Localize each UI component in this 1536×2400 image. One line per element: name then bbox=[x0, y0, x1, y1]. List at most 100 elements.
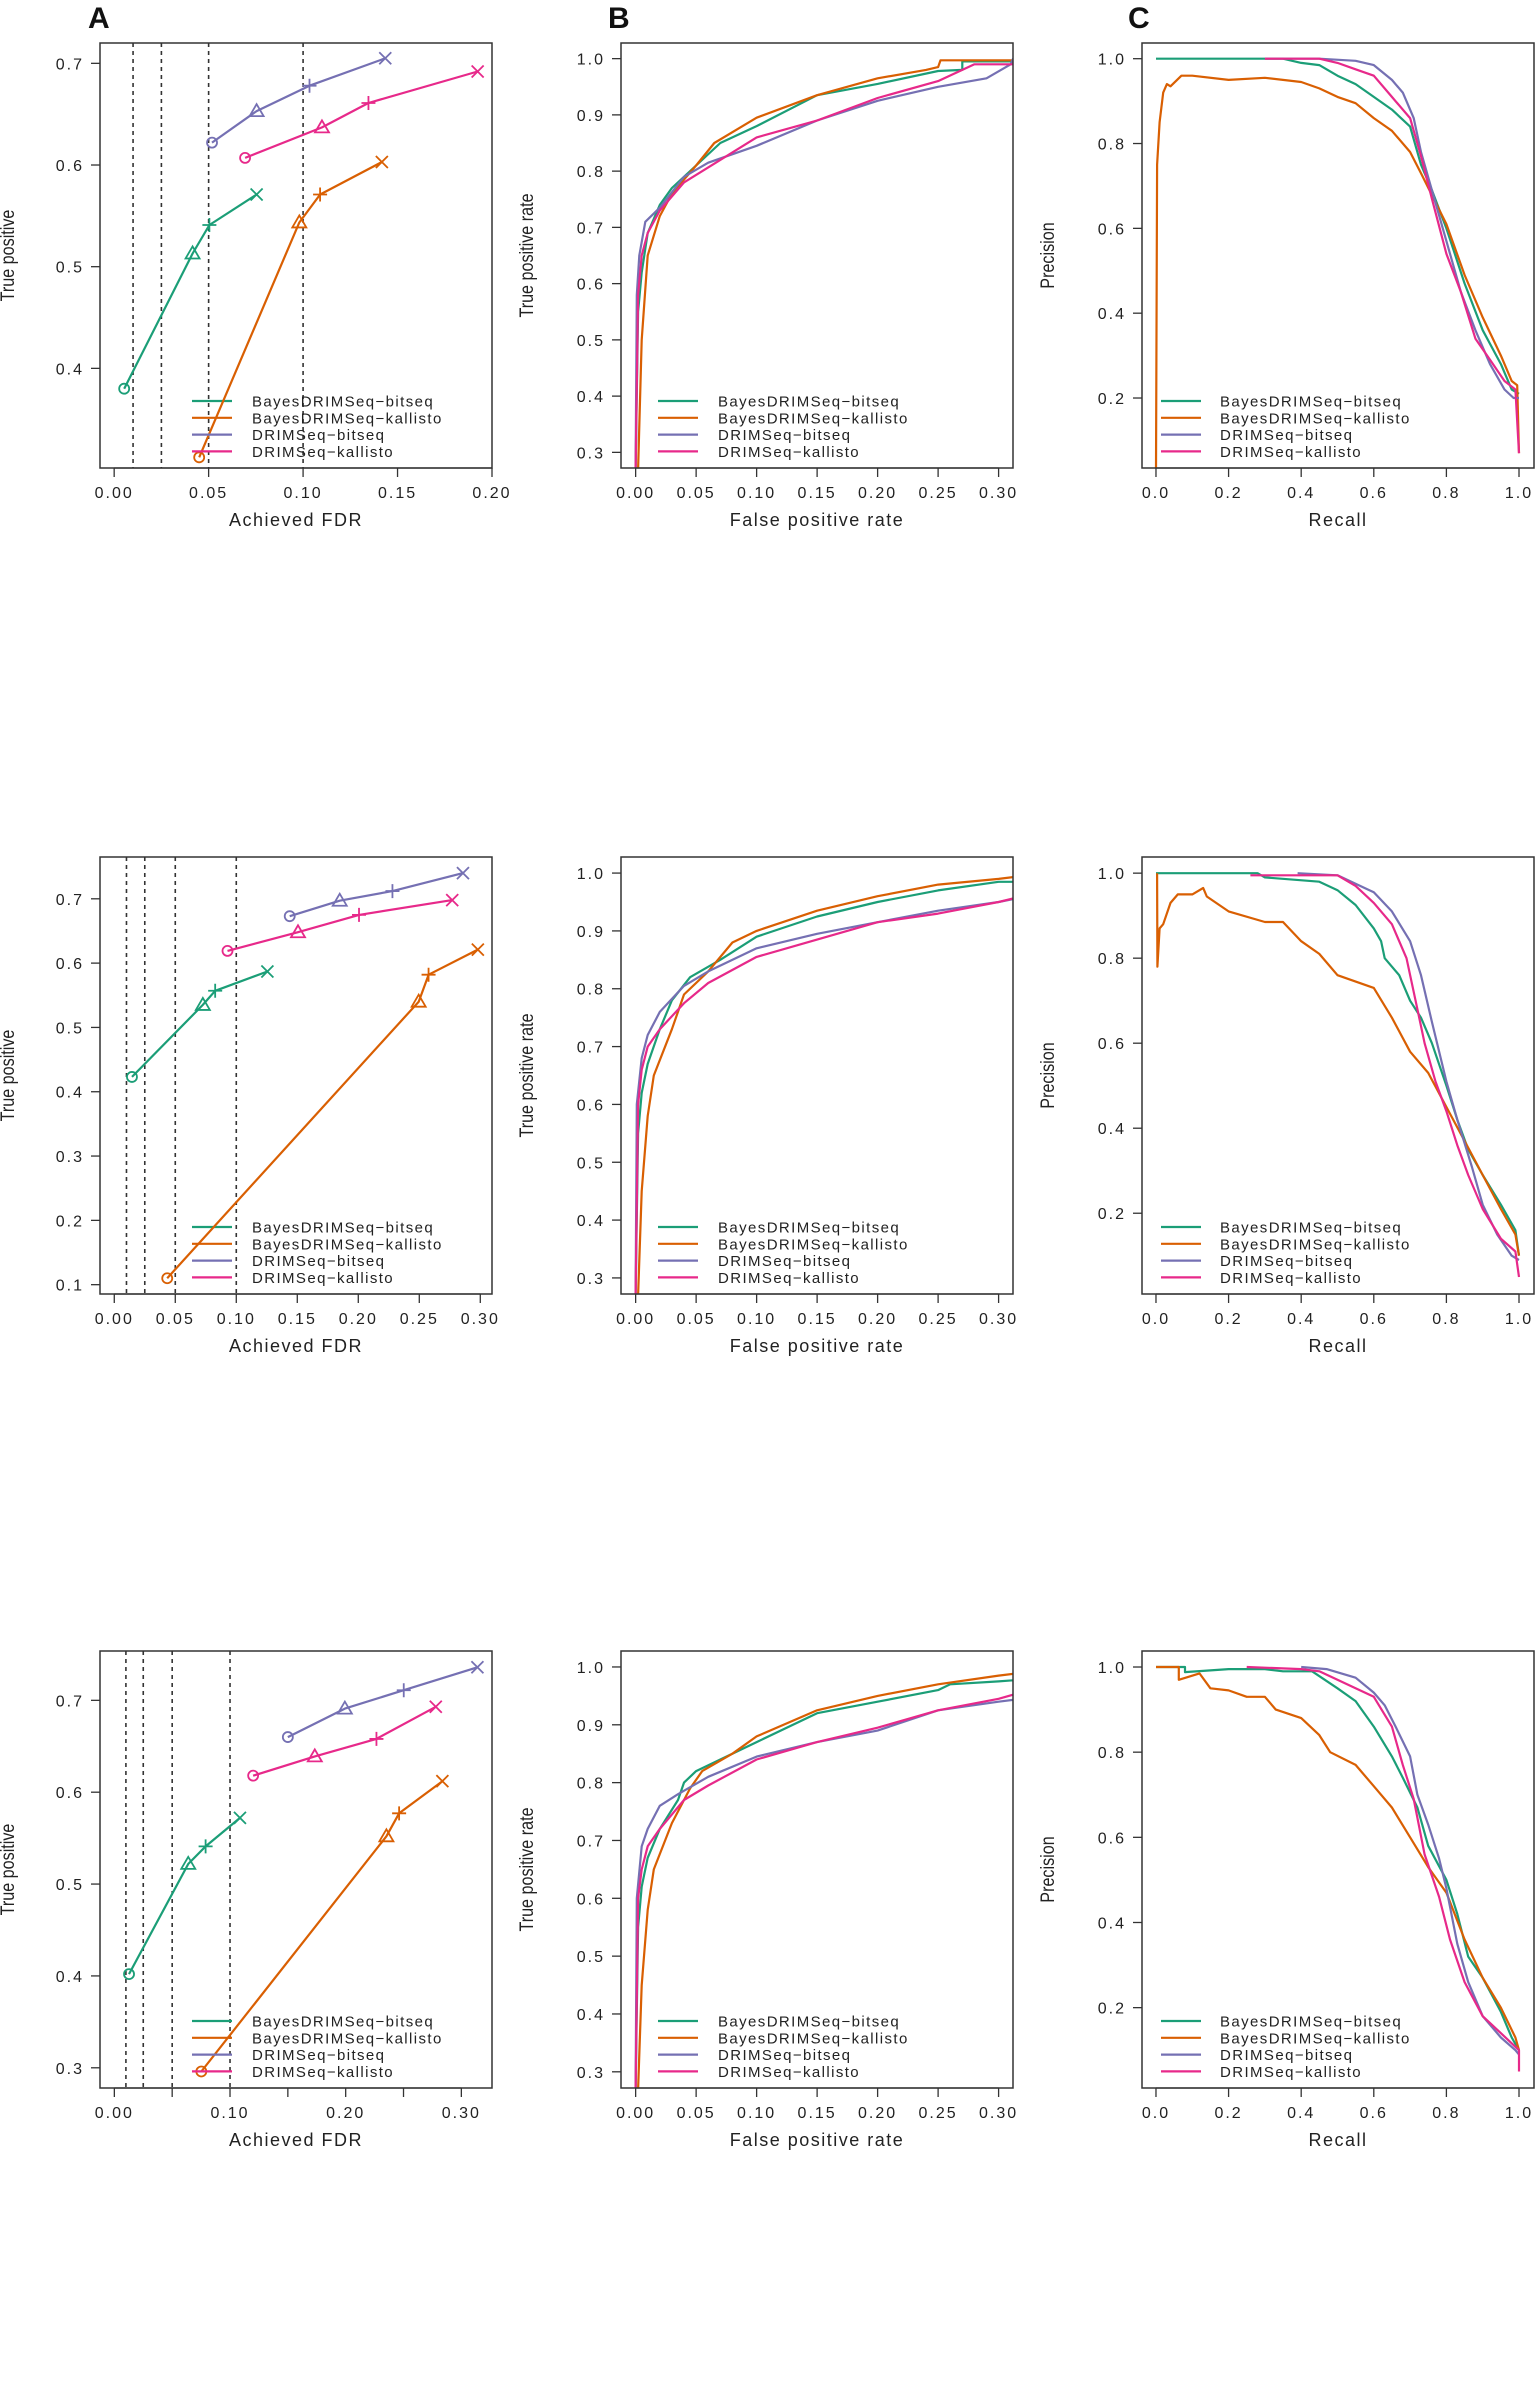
data-point-circle bbox=[126, 1071, 138, 1083]
legend-label: BayesDRIMSeq−kallisto bbox=[718, 410, 909, 427]
data-point-plus bbox=[302, 78, 317, 93]
legend-label: DRIMSeq−bitseq bbox=[718, 427, 851, 444]
data-point-plus bbox=[396, 1683, 411, 1698]
series-line-2 bbox=[634, 58, 1013, 468]
y-tick-label: 0.7 bbox=[56, 1693, 84, 1710]
x-tick-label: 1.0 bbox=[1505, 2105, 1533, 2122]
plot-frame bbox=[99, 856, 493, 1295]
y-tick-label: 0.8 bbox=[577, 982, 605, 999]
y-tick-label: 0.7 bbox=[577, 1040, 605, 1057]
legend-label: BayesDRIMSeq−kallisto bbox=[718, 2030, 909, 2047]
series-line-2 bbox=[1264, 57, 1519, 400]
legend-label: BayesDRIMSeq−kallisto bbox=[1220, 2030, 1411, 2047]
legend-label: BayesDRIMSeq−bitseq bbox=[252, 1220, 434, 1237]
y-tick-label: 0.2 bbox=[1098, 2001, 1126, 2018]
data-point-x bbox=[471, 942, 485, 957]
data-point-triangle bbox=[306, 1747, 324, 1763]
legend-label: BayesDRIMSeq−kallisto bbox=[252, 410, 443, 427]
x-tick-label: 0.0 bbox=[1142, 2105, 1170, 2122]
x-tick-label: 0.25 bbox=[400, 1311, 439, 1328]
y-tick-label: 0.6 bbox=[56, 1785, 84, 1802]
legend-label: DRIMSeq−kallisto bbox=[718, 1270, 860, 1287]
x-tick-label: 0.0 bbox=[1142, 1311, 1170, 1328]
series-line-0 bbox=[131, 970, 268, 1078]
y-tick-label: 0.5 bbox=[56, 1020, 84, 1037]
x-tick-label: 0.20 bbox=[326, 2105, 365, 2122]
x-axis-title: Recall bbox=[1308, 2130, 1367, 2150]
y-tick-label: 0.7 bbox=[577, 1833, 605, 1850]
y-tick-label: 0.5 bbox=[577, 1155, 605, 1172]
x-tick-label: 0.10 bbox=[737, 485, 776, 502]
series-line-3 bbox=[634, 897, 1013, 1294]
x-tick-label: 0.10 bbox=[284, 485, 323, 502]
x-tick-label: 1.0 bbox=[1505, 1311, 1533, 1328]
x-tick-label: 0.05 bbox=[677, 485, 716, 502]
y-tick-label: 0.6 bbox=[1098, 1036, 1126, 1053]
x-tick-label: 0.10 bbox=[737, 2105, 776, 2122]
series-line-0 bbox=[634, 1679, 1013, 2088]
x-tick-label: 0.0 bbox=[1142, 485, 1170, 502]
plot-frame bbox=[99, 42, 493, 469]
y-tick-label: 0.5 bbox=[56, 1877, 84, 1894]
data-point-x bbox=[445, 893, 459, 907]
data-point-x bbox=[470, 1660, 485, 1674]
data-point-plus bbox=[361, 95, 376, 110]
y-tick-label: 0.8 bbox=[1098, 951, 1126, 968]
legend-label: DRIMSeq−kallisto bbox=[252, 444, 394, 461]
data-point-x bbox=[378, 51, 392, 65]
chart-panel-fdr-row-2: 0.00 0.05 0.10 0.15 0.20 0.25 0.30 0.1 0.2 0.3 0.4… bbox=[0, 856, 498, 1356]
x-tick-label: 0.8 bbox=[1432, 1311, 1460, 1328]
x-axis-title: Achieved FDR bbox=[229, 510, 363, 530]
y-axis-title: True positive rate bbox=[516, 1013, 538, 1137]
x-tick-label: 0.4 bbox=[1287, 1311, 1315, 1328]
legend-label: BayesDRIMSeq−kallisto bbox=[252, 2030, 443, 2047]
x-tick-label: 0.10 bbox=[217, 1311, 256, 1328]
y-tick-label: 0.9 bbox=[577, 108, 605, 125]
legend-label: BayesDRIMSeq−bitseq bbox=[252, 394, 434, 411]
series-line-0 bbox=[128, 1817, 241, 1975]
y-tick-label: 0.2 bbox=[56, 1213, 84, 1230]
series-line-3 bbox=[1246, 1665, 1521, 2072]
data-point-x bbox=[249, 187, 264, 202]
y-tick-label: 0.8 bbox=[577, 164, 605, 181]
y-tick-label: 1.0 bbox=[577, 866, 605, 883]
data-point-x bbox=[456, 866, 470, 880]
x-tick-label: 0.15 bbox=[798, 2105, 837, 2122]
x-tick-label: 0.30 bbox=[442, 2105, 481, 2122]
y-tick-label: 0.2 bbox=[1098, 391, 1126, 408]
series-line-2 bbox=[211, 57, 386, 144]
series-line-0 bbox=[1156, 57, 1520, 395]
x-tick-label: 0.4 bbox=[1287, 2105, 1315, 2122]
data-point-x bbox=[429, 1700, 443, 1714]
y-tick-label: 0.5 bbox=[56, 260, 84, 277]
y-tick-label: 0.5 bbox=[577, 1949, 605, 1966]
series-line-1 bbox=[198, 161, 383, 458]
legend-label: BayesDRIMSeq−kallisto bbox=[718, 1236, 909, 1253]
panel-label-C: C bbox=[1128, 2, 1150, 35]
data-point-circle bbox=[221, 944, 234, 957]
y-tick-label: 0.7 bbox=[56, 892, 84, 909]
legend-label: DRIMSeq−kallisto bbox=[1220, 2064, 1362, 2081]
x-tick-label: 0.20 bbox=[858, 2105, 897, 2122]
x-axis-title: Achieved FDR bbox=[229, 1336, 363, 1356]
data-point-plus bbox=[369, 1731, 384, 1746]
data-point-x bbox=[471, 64, 485, 79]
x-tick-label: 0.25 bbox=[919, 1311, 958, 1328]
plot-frame bbox=[1141, 856, 1535, 1295]
data-point-circle bbox=[193, 451, 206, 464]
x-tick-label: 0.00 bbox=[95, 2105, 134, 2122]
series-line-0 bbox=[634, 880, 1013, 1294]
x-tick-label: 0.20 bbox=[472, 485, 511, 502]
data-point-triangle bbox=[331, 891, 349, 907]
y-tick-label: 0.6 bbox=[577, 1097, 605, 1114]
chart-panel-pr-row-2: 0.0 0.2 0.4 0.6 0.8 1.0 0.2 0.4 0.6 0.8 1.0 Recall P… bbox=[1037, 856, 1535, 1356]
series-line-3 bbox=[1250, 874, 1521, 1278]
panel-label-B: B bbox=[608, 2, 630, 35]
y-tick-label: 0.4 bbox=[577, 389, 605, 406]
legend-label: BayesDRIMSeq−bitseq bbox=[718, 1220, 900, 1237]
series-line-3 bbox=[244, 70, 478, 159]
x-tick-label: 0.6 bbox=[1360, 1311, 1388, 1328]
series-line-3 bbox=[1264, 57, 1521, 454]
series-line-0 bbox=[1156, 872, 1521, 1256]
